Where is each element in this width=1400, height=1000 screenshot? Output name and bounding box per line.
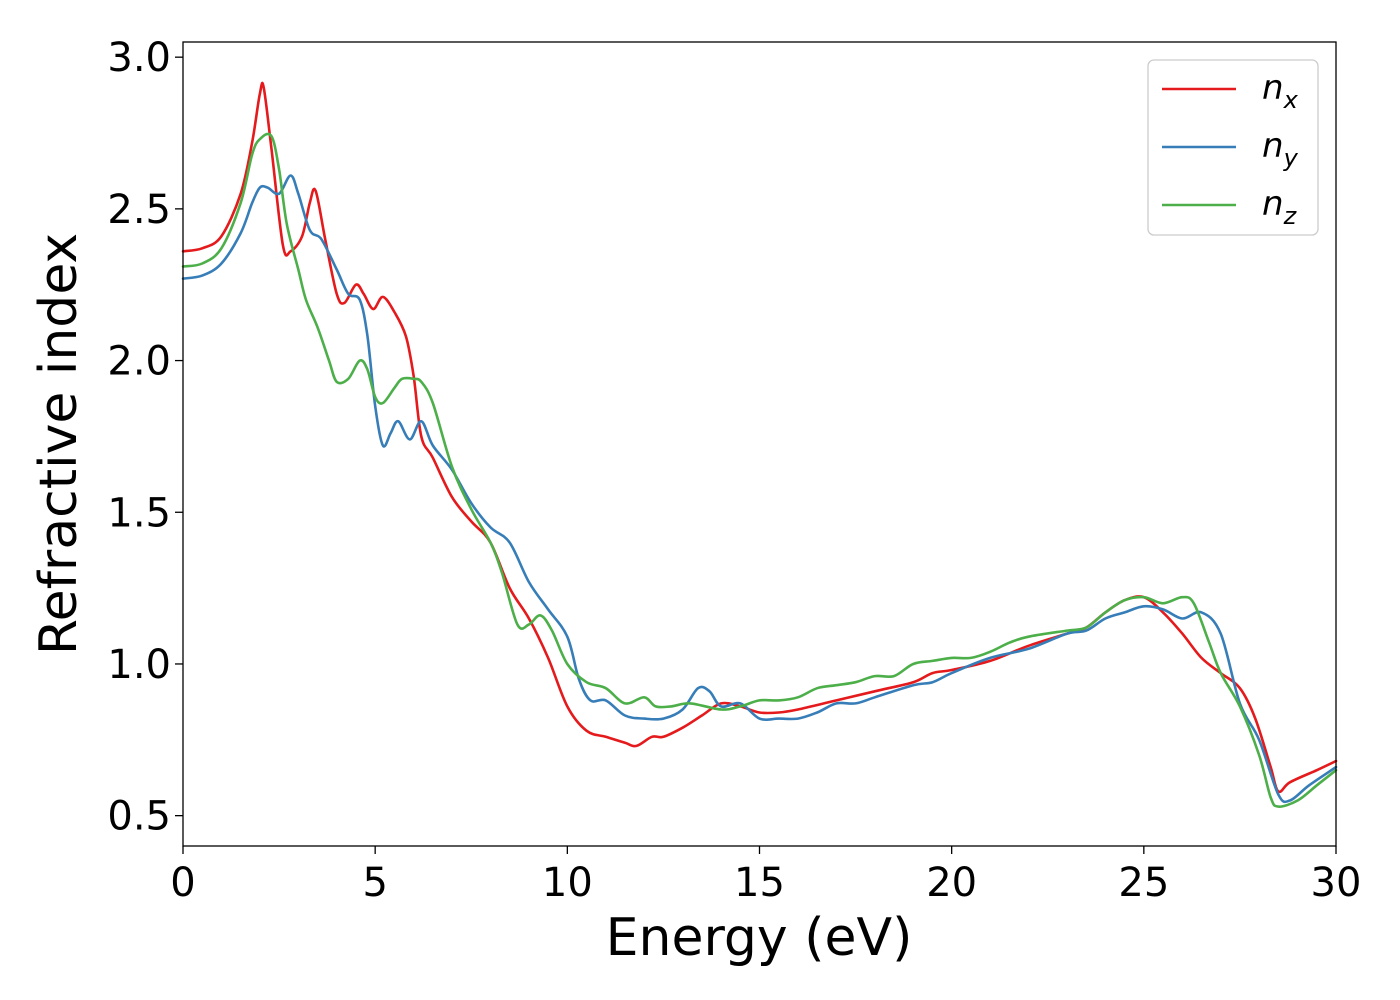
legend: nx ny nz: [1147, 59, 1319, 236]
legend-label-ny: ny: [1262, 126, 1299, 172]
y-tick-label: 3.0: [107, 35, 171, 81]
x-axis-ticks: 0 5 10 15 20 25 30: [170, 846, 1361, 906]
legend-label-nx: nx: [1262, 68, 1299, 114]
x-tick-label: 0: [170, 860, 195, 906]
y-tick-label: 1.5: [107, 490, 171, 536]
series-line-nz: [181, 132, 1338, 808]
x-tick-label: 20: [926, 860, 977, 906]
y-tick-label: 0.5: [107, 794, 171, 840]
x-tick-label: 30: [1311, 860, 1362, 906]
series-line-ny: [181, 174, 1338, 804]
x-tick-label: 10: [542, 860, 593, 906]
x-axis-label: Energy (eV): [606, 908, 913, 968]
series-lines: [181, 81, 1338, 808]
y-tick-label: 2.5: [107, 187, 171, 233]
x-tick-label: 5: [362, 860, 387, 906]
x-tick-label: 15: [734, 860, 785, 906]
y-tick-label: 2.0: [107, 339, 171, 385]
y-axis-label: Refractive index: [29, 233, 89, 655]
y-axis-ticks: 0.5 1.0 1.5 2.0 2.5 3.0: [107, 35, 183, 840]
legend-label-nz: nz: [1262, 184, 1298, 230]
x-tick-label: 25: [1118, 860, 1169, 906]
y-tick-label: 1.0: [107, 642, 171, 688]
